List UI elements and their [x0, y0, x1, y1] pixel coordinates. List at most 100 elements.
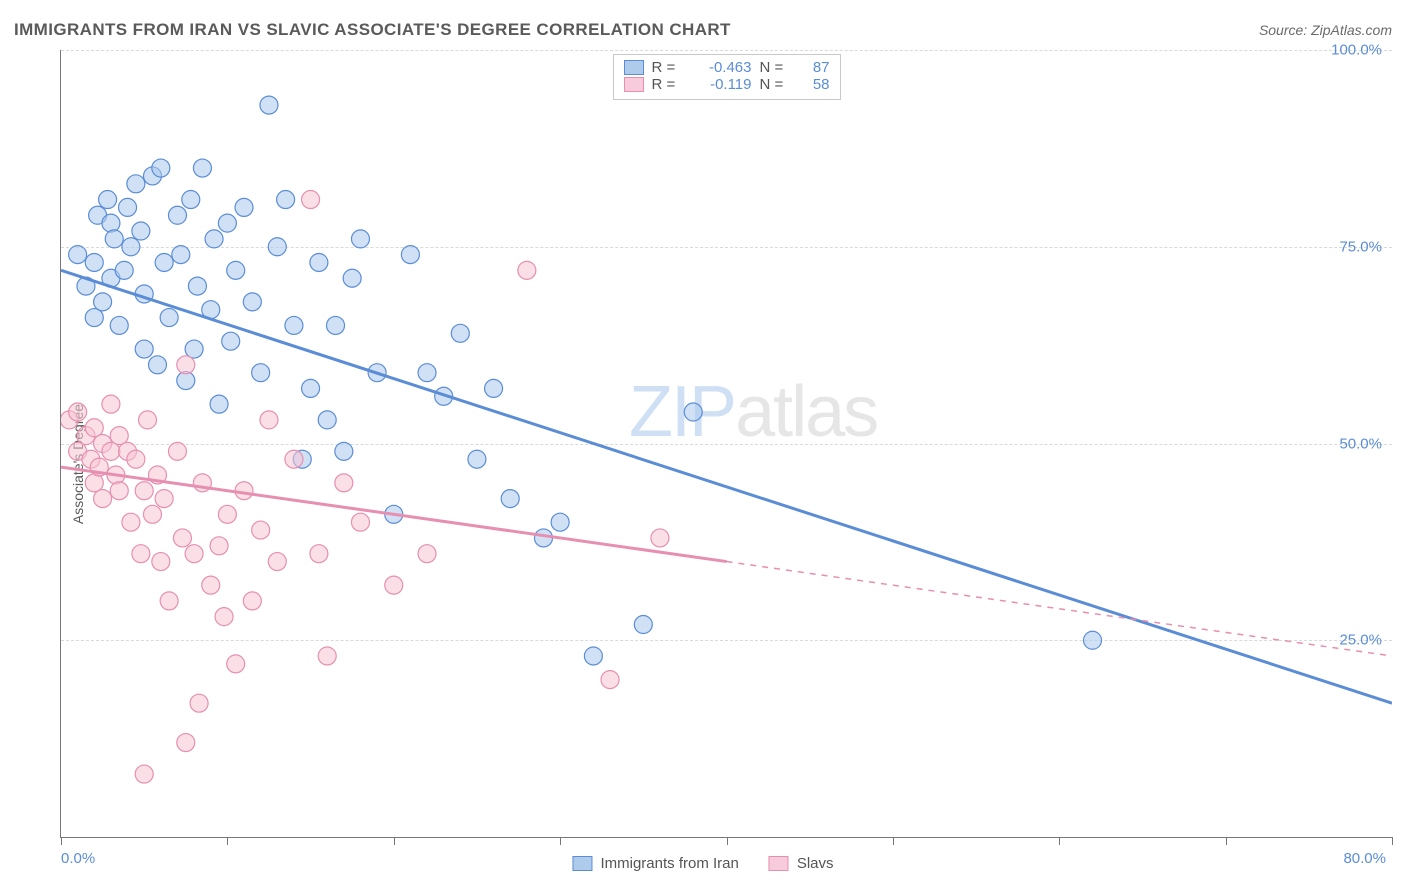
scatter-point: [418, 364, 436, 382]
scatter-point: [468, 450, 486, 468]
x-tick: [227, 837, 228, 845]
scatter-point: [160, 592, 178, 610]
r-label: R =: [652, 76, 680, 93]
swatch-blue-icon: [624, 60, 644, 75]
scatter-point: [302, 379, 320, 397]
scatter-point: [105, 230, 123, 248]
legend-row-slavs: R = -0.119 N = 58: [624, 76, 830, 93]
scatter-point: [252, 521, 270, 539]
scatter-point: [122, 238, 140, 256]
scatter-point: [485, 379, 503, 397]
trend-line-dashed: [727, 562, 1393, 656]
scatter-point: [177, 734, 195, 752]
scatter-point: [168, 442, 186, 460]
scatter-point: [172, 246, 190, 264]
x-tick: [1392, 837, 1393, 845]
x-tick: [1059, 837, 1060, 845]
legend-item-slavs: Slavs: [769, 855, 834, 872]
scatter-point: [173, 529, 191, 547]
plot-area: R = -0.463 N = 87 R = -0.119 N = 58 ZIPa…: [60, 50, 1392, 838]
scatter-point: [268, 238, 286, 256]
scatter-svg: [61, 50, 1392, 837]
swatch-blue-icon: [572, 856, 592, 871]
scatter-point: [310, 545, 328, 563]
scatter-point: [318, 647, 336, 665]
scatter-point: [310, 253, 328, 271]
scatter-point: [185, 340, 203, 358]
scatter-point: [102, 442, 120, 460]
scatter-point: [193, 159, 211, 177]
scatter-point: [205, 230, 223, 248]
scatter-point: [148, 356, 166, 374]
scatter-point: [501, 490, 519, 508]
x-tick: [394, 837, 395, 845]
scatter-point: [218, 505, 236, 523]
scatter-point: [132, 222, 150, 240]
legend-label-slavs: Slavs: [797, 855, 834, 872]
legend-label-iran: Immigrants from Iran: [600, 855, 738, 872]
scatter-point: [85, 419, 103, 437]
scatter-point: [551, 513, 569, 531]
scatter-point: [152, 553, 170, 571]
chart-wrap: Associate's Degree R = -0.463 N = 87 R =…: [14, 50, 1392, 878]
swatch-pink-icon: [769, 856, 789, 871]
x-tick-label-max: 80.0%: [1343, 850, 1386, 867]
scatter-point: [135, 340, 153, 358]
scatter-point: [135, 765, 153, 783]
legend-item-iran: Immigrants from Iran: [572, 855, 738, 872]
n-label: N =: [760, 59, 788, 76]
scatter-point: [451, 324, 469, 342]
x-tick-label-min: 0.0%: [61, 850, 95, 867]
scatter-point: [69, 403, 87, 421]
scatter-point: [85, 309, 103, 327]
scatter-point: [127, 175, 145, 193]
scatter-point: [634, 616, 652, 634]
scatter-point: [132, 545, 150, 563]
scatter-point: [99, 191, 117, 209]
scatter-point: [177, 356, 195, 374]
scatter-point: [335, 442, 353, 460]
scatter-point: [210, 395, 228, 413]
scatter-point: [584, 647, 602, 665]
scatter-point: [327, 316, 345, 334]
scatter-point: [385, 576, 403, 594]
scatter-point: [601, 671, 619, 689]
scatter-point: [227, 655, 245, 673]
scatter-point: [285, 450, 303, 468]
scatter-point: [155, 490, 173, 508]
scatter-point: [235, 198, 253, 216]
scatter-point: [122, 513, 140, 531]
scatter-point: [185, 545, 203, 563]
scatter-point: [418, 545, 436, 563]
scatter-point: [110, 316, 128, 334]
scatter-point: [144, 505, 162, 523]
scatter-point: [135, 482, 153, 500]
x-tick: [727, 837, 728, 845]
header-bar: IMMIGRANTS FROM IRAN VS SLAVIC ASSOCIATE…: [14, 12, 1392, 48]
scatter-point: [85, 253, 103, 271]
correlation-legend-box: R = -0.463 N = 87 R = -0.119 N = 58: [613, 54, 841, 100]
bottom-legend: Immigrants from Iran Slavs: [572, 855, 833, 872]
scatter-point: [110, 482, 128, 500]
scatter-point: [401, 246, 419, 264]
x-tick: [61, 837, 62, 845]
scatter-point: [210, 537, 228, 555]
source-label: Source: ZipAtlas.com: [1259, 22, 1392, 38]
scatter-point: [343, 269, 361, 287]
x-tick: [1226, 837, 1227, 845]
r-value-slavs: -0.119: [688, 76, 752, 93]
scatter-point: [302, 191, 320, 209]
scatter-point: [190, 694, 208, 712]
scatter-point: [227, 261, 245, 279]
scatter-point: [318, 411, 336, 429]
n-label: N =: [760, 76, 788, 93]
r-value-iran: -0.463: [688, 59, 752, 76]
scatter-point: [243, 293, 261, 311]
scatter-point: [168, 206, 186, 224]
scatter-point: [260, 96, 278, 114]
scatter-point: [127, 450, 145, 468]
scatter-point: [119, 198, 137, 216]
scatter-point: [351, 230, 369, 248]
scatter-point: [1084, 631, 1102, 649]
scatter-point: [202, 576, 220, 594]
